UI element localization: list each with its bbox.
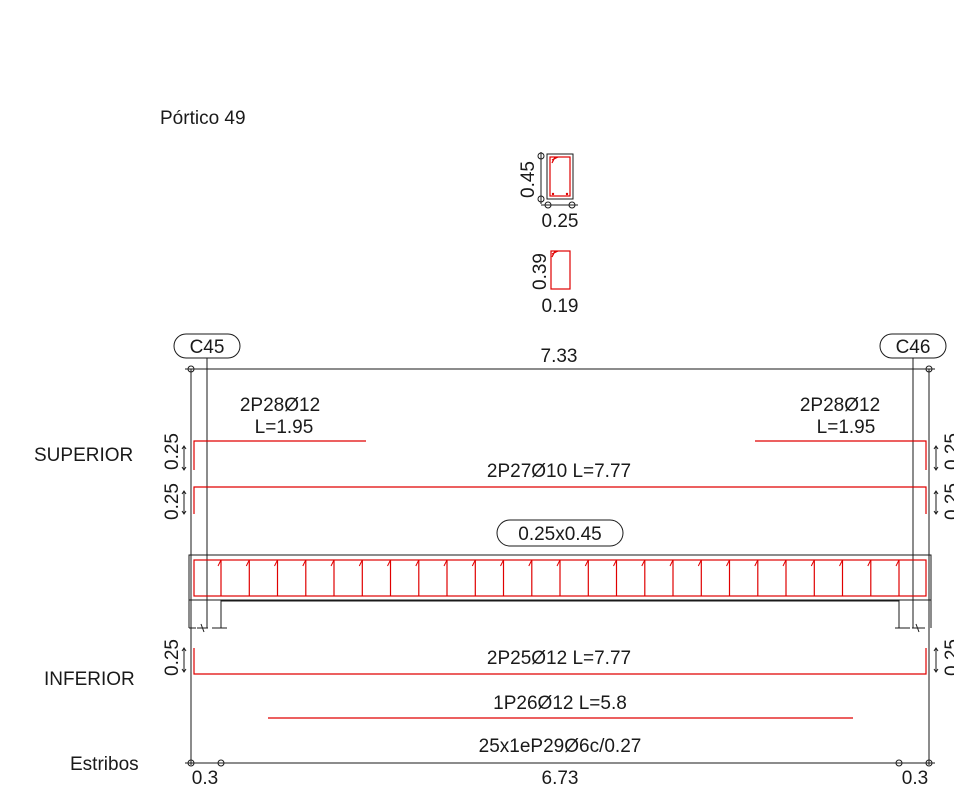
stirrup-hook <box>669 559 674 567</box>
stirrup-hook <box>867 559 872 567</box>
right-top-bar <box>755 440 927 470</box>
column-left-label: C45 <box>190 337 225 358</box>
stirrup-hook <box>274 559 278 567</box>
stirrup-hook <box>810 559 815 567</box>
drawing-title: Pórtico 49 <box>160 108 246 129</box>
stirrup-hook <box>782 559 787 567</box>
superior-group: SUPERIOR 2P28Ø12 L=1.95 2P28Ø12 L=1.95 2… <box>34 395 954 520</box>
through-top-bar <box>193 486 927 514</box>
stirrup-hook <box>584 559 589 567</box>
beam-elevation <box>188 554 932 633</box>
anchor-label-top-2: 0.25 <box>162 483 183 520</box>
stirrup-hook <box>387 559 391 567</box>
estribos-group: Estribos 25x1eP29Ø6c/0.27 0.3 6.73 0.3 <box>70 736 935 789</box>
column-tag-right: C46 <box>879 333 947 359</box>
left-top-bar-name: 2P28Ø12 <box>240 395 320 416</box>
stirrup-hook <box>697 559 702 567</box>
stirrup-hook <box>217 559 222 567</box>
span-length-label: 7.33 <box>541 346 578 367</box>
anchor-label-top-right-2: 0.25 <box>942 483 954 520</box>
stirrup-hook <box>500 559 504 567</box>
right-top-bar-length: L=1.95 <box>817 417 876 438</box>
inferior-group: INFERIOR 2P25Ø12 L=7.77 0.25 0.25 1P26Ø1… <box>44 639 954 719</box>
estribos-mid-length: 6.73 <box>542 768 579 789</box>
stirrup-hook <box>839 559 843 567</box>
anchor-label-bottom-right: 0.25 <box>942 639 954 676</box>
beam-size-tag: 0.25x0.45 <box>496 519 624 547</box>
span-dimension: 7.33 <box>185 346 935 765</box>
through-top-bar-label: 2P27Ø10 L=7.77 <box>487 461 631 482</box>
stirrup-hook <box>754 559 759 567</box>
stirrup-width-label: 0.19 <box>542 296 579 317</box>
anchor-label-top-right-1: 0.25 <box>942 433 954 470</box>
stirrup-hook <box>358 559 363 567</box>
stirrup-hook <box>556 559 561 567</box>
bottom-main-bar <box>193 648 927 675</box>
stirrup-hook <box>641 559 646 567</box>
stirrup-hook <box>302 559 307 567</box>
section-width-label: 0.25 <box>542 211 579 232</box>
section-main: 0.45 0.25 <box>518 152 578 232</box>
stirrup-hook <box>528 559 533 567</box>
bottom-extra-bar-label: 1P26Ø12 L=5.8 <box>493 693 627 714</box>
anchor-label-bottom: 0.25 <box>162 639 183 676</box>
estribos-right-offset: 0.3 <box>902 768 928 789</box>
left-top-bar <box>193 440 366 470</box>
estribos-label: Estribos <box>70 754 139 775</box>
stirrup-set <box>217 559 900 596</box>
inferior-label: INFERIOR <box>44 669 135 690</box>
estribos-spec: 25x1eP29Ø6c/0.27 <box>479 736 642 757</box>
bottom-main-bar-label: 2P25Ø12 L=7.77 <box>487 648 631 669</box>
stirrup-hook <box>471 559 476 567</box>
anchor-label-top-1: 0.25 <box>162 433 183 470</box>
column-tag-left: C45 <box>173 333 241 359</box>
stirrup-hook <box>330 559 335 567</box>
stirrup-hook <box>613 559 617 567</box>
stirrup-hook <box>245 559 250 567</box>
beam-size-label: 0.25x0.45 <box>518 524 601 545</box>
column-right-label: C46 <box>896 337 931 358</box>
left-top-bar-length: L=1.95 <box>255 417 314 438</box>
estribos-left-offset: 0.3 <box>192 768 218 789</box>
section-inner: 0.39 0.19 <box>530 250 579 317</box>
stirrup-hook <box>895 559 900 567</box>
stirrup-hook <box>443 559 448 567</box>
section-height-label: 0.45 <box>518 161 539 198</box>
right-top-bar-name: 2P28Ø12 <box>800 395 880 416</box>
stirrup-hook <box>415 559 420 567</box>
superior-label: SUPERIOR <box>34 445 133 466</box>
stirrup-height-label: 0.39 <box>530 253 551 290</box>
stirrup-hook <box>726 559 730 567</box>
